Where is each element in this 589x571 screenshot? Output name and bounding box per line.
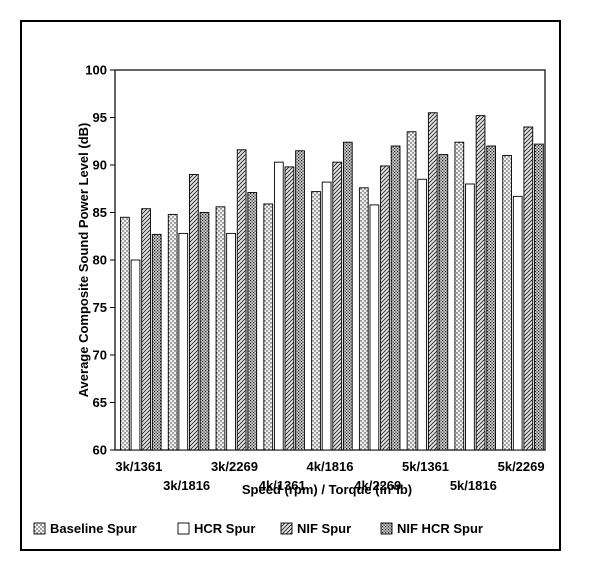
- bar-group: [120, 112, 544, 451]
- bar-hcr-spur: [321, 181, 332, 451]
- x-tick-label: 3k/1361: [115, 459, 162, 474]
- bar-nif-spur: [380, 165, 390, 451]
- bar-nif-hcr-spur: [438, 154, 449, 451]
- y-tick-label: 65: [93, 395, 107, 410]
- y-tick-label: 90: [93, 158, 107, 173]
- bar-nif-hcr-spur: [342, 141, 353, 451]
- bar-nif-spur: [475, 115, 486, 451]
- x-tick-label: 5k/1816: [450, 478, 497, 493]
- legend-label: Baseline Spur: [50, 521, 137, 536]
- bar-baseline-spur: [263, 203, 274, 451]
- x-tick-label: 4k/1816: [307, 459, 354, 474]
- x-tick-label: 3k/2269: [211, 459, 258, 474]
- chart-frame: 60 65 70 75 80 85 90 95 100 3k/1361 3k/1816 3k/226…: [20, 20, 561, 551]
- y-tick-label: 70: [93, 348, 107, 363]
- bar-nif-spur: [523, 126, 534, 451]
- bar-nif-hcr-spur: [247, 192, 258, 451]
- y-axis-title: Average Composite Sound Power Level (dB): [76, 123, 91, 398]
- bar-hcr-spur: [369, 204, 380, 451]
- x-axis-tick-labels: 3k/13613k/18163k/22694k/13614k/18164k/22…: [115, 459, 544, 493]
- bar-baseline-spur: [502, 155, 512, 451]
- x-tick-label: 4k/2269: [354, 478, 401, 493]
- bar-nif-hcr-spur: [486, 145, 496, 451]
- bar-nif-spur: [141, 208, 151, 451]
- x-tick-label: 5k/1361: [402, 459, 449, 474]
- legend-label: HCR Spur: [194, 521, 255, 536]
- legend-swatch: [280, 522, 293, 535]
- bar-hcr-spur: [226, 232, 236, 451]
- x-axis-title: Speed (rpm) / Torque (in*lb): [242, 482, 412, 497]
- bar-nif-hcr-spur: [151, 233, 162, 451]
- y-tick-label: 100: [85, 63, 107, 78]
- legend-swatch: [33, 522, 46, 535]
- bar-hcr-spur: [512, 195, 523, 451]
- bar-hcr-spur: [417, 178, 428, 451]
- bar-nif-hcr-spur: [390, 145, 401, 451]
- bar-baseline-spur: [454, 141, 465, 451]
- bar-baseline-spur: [311, 191, 321, 451]
- bar-hcr-spur: [273, 161, 284, 451]
- bar-nif-hcr-spur: [295, 150, 305, 451]
- bar-nif-spur: [427, 112, 438, 451]
- bar-nif-spur: [236, 149, 247, 451]
- bar-hcr-spur: [465, 183, 475, 451]
- bar-nif-spur: [284, 166, 295, 451]
- legend-swatch: [380, 522, 393, 535]
- bar-hcr-spur: [178, 232, 189, 451]
- bar-nif-spur: [189, 174, 199, 451]
- legend: Baseline Spur HCR Spur NIF Spur NIF HCR Spu…: [33, 521, 483, 536]
- bar-baseline-spur: [406, 131, 417, 451]
- y-tick-label: 85: [93, 205, 107, 220]
- y-axis: 60 65 70 75 80 85 90 95 100: [85, 63, 115, 458]
- y-tick-label: 95: [93, 110, 107, 125]
- x-tick-label: 5k/2269: [498, 459, 545, 474]
- bar-nif-hcr-spur: [199, 212, 210, 451]
- bar-baseline-spur: [120, 216, 130, 451]
- bar-baseline-spur: [358, 187, 369, 451]
- bar-nif-hcr-spur: [534, 143, 544, 451]
- bar-hcr-spur: [130, 259, 141, 451]
- bar-chart: 60 65 70 75 80 85 90 95 100 3k/13613k/18163k/226…: [33, 63, 546, 536]
- legend-label: NIF HCR Spur: [397, 521, 483, 536]
- bar-nif-spur: [332, 161, 343, 451]
- x-tick-label: 4k/1361: [259, 478, 306, 493]
- legend-label: NIF Spur: [297, 521, 351, 536]
- y-tick-label: 60: [93, 443, 107, 458]
- legend-swatch: [177, 522, 190, 535]
- x-tick-label: 3k/1816: [163, 478, 210, 493]
- y-tick-label: 75: [93, 300, 107, 315]
- bar-baseline-spur: [215, 206, 226, 451]
- bar-baseline-spur: [167, 213, 178, 451]
- y-tick-label: 80: [93, 253, 107, 268]
